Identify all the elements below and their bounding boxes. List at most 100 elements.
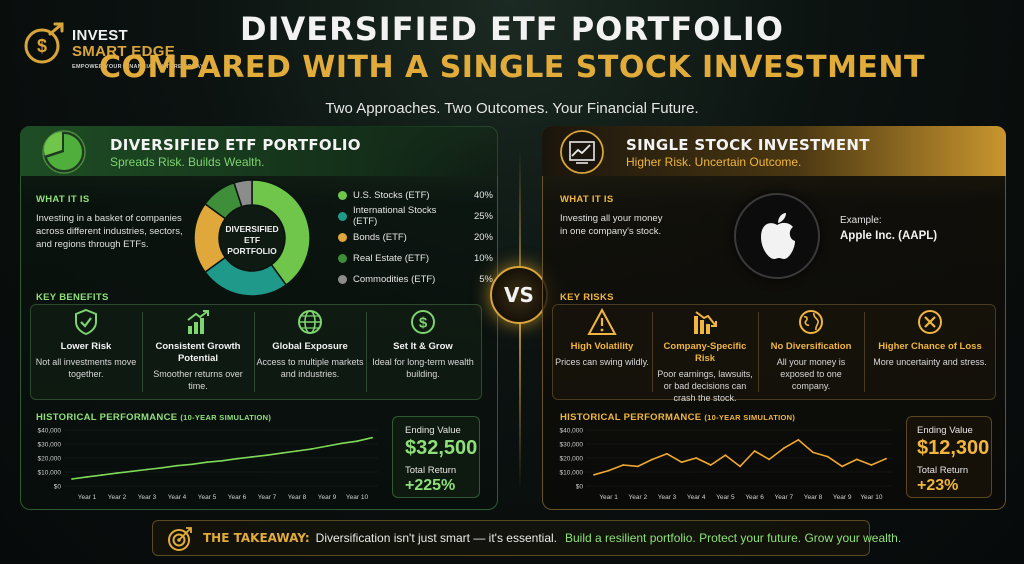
y-tick-label: $30,000 [560, 442, 584, 449]
x-tick-label: Year 4 [168, 494, 187, 501]
benefit-title: Global Exposure [272, 341, 348, 352]
x-tick-label: Year 5 [198, 494, 217, 501]
page-title-line2: COMPARED WITH A SINGLE STOCK INVESTMENT [99, 50, 925, 85]
benefit-title: Set It & Grow [393, 341, 453, 352]
x-tick-label: Year 4 [687, 494, 706, 501]
apple-logo-badge [734, 193, 820, 279]
benefit-title: Lower Risk [60, 341, 112, 352]
data-point [607, 469, 610, 472]
benefit-card-growth: Consistent Growth Potential Smoother ret… [144, 308, 252, 392]
data-point [176, 464, 178, 467]
single-stock-subtitle: Higher Risk. Uncertain Outcome. [626, 155, 802, 169]
risk-body: Poor earnings, lawsuits, or bad decision… [657, 369, 753, 403]
legend-dot-icon [338, 232, 347, 242]
x-tick-label: Year 9 [318, 494, 337, 501]
etf-performance-label: HISTORICAL PERFORMANCE (10-YEAR SIMULATI… [36, 412, 271, 423]
allocation-donut-chart [193, 179, 311, 297]
data-point [71, 478, 73, 480]
data-point [812, 451, 814, 454]
benefit-body: Not all investments move together. [35, 357, 137, 379]
divider [652, 312, 653, 392]
ending-value: $12,300 [917, 437, 990, 459]
data-point [251, 455, 253, 458]
total-return-value: +23% [917, 477, 959, 494]
data-point [870, 464, 873, 466]
brand-name-line1: INVEST [72, 27, 128, 44]
data-point [666, 452, 668, 455]
y-tick-label: $20,000 [560, 456, 584, 463]
globe-icon [799, 310, 823, 334]
data-point [191, 463, 193, 466]
risk-body: All your money is exposed to one company… [776, 357, 846, 391]
x-tick-label: Year 2 [629, 494, 648, 501]
divider [142, 312, 143, 392]
single-performance-chart: $0 $10,000 $20,000 $30,000 $40,000 Year 1 Year… [560, 428, 892, 501]
legend-value: 10% [473, 252, 493, 264]
key-benefits-box [30, 304, 482, 400]
data-point [281, 452, 283, 454]
pie-chart-icon [42, 130, 86, 174]
warning-triangle-icon [587, 307, 617, 335]
risk-card-company: Company-Specific Risk Poor earnings, law… [654, 308, 756, 404]
etf-what-label: WHAT IT IS [36, 194, 90, 205]
takeaway-text: Diversification isn't just smart — it's … [315, 531, 557, 545]
data-point [797, 438, 800, 441]
shield-check-icon [75, 308, 97, 336]
x-tick-label: Year 5 [716, 494, 735, 501]
data-point [221, 459, 223, 462]
allocation-legend: U.S. Stocks (ETF) 40% International Stock… [338, 186, 493, 288]
y-tick-label: $0 [54, 484, 62, 491]
single-what-text: Investing all your money in one company'… [560, 213, 663, 237]
y-tick-label: $10,000 [38, 470, 62, 477]
dollar-coin-icon: $ [411, 310, 435, 334]
legend-value: 40% [473, 189, 493, 201]
etf-performance-chart: $0 $10,000 $20,000 $30,000 $40,000 Year 1 Year… [38, 428, 378, 501]
risk-title: No Diversification [770, 341, 852, 352]
data-point [296, 450, 298, 452]
growth-bars-icon [187, 310, 209, 334]
data-point [86, 476, 88, 478]
example-value: Apple Inc. (AAPL) [840, 230, 938, 242]
perf-label-text: HISTORICAL PERFORMANCE [36, 412, 178, 423]
data-point [651, 458, 654, 461]
data-point [236, 457, 238, 460]
target-icon [168, 527, 192, 551]
legend-label: Real Estate (ETF) [353, 252, 430, 264]
data-point [266, 454, 268, 457]
data-point [724, 454, 727, 457]
globe-icon [298, 310, 322, 334]
single-performance-label: HISTORICAL PERFORMANCE (10-YEAR SIMULATI… [560, 412, 795, 423]
data-point [753, 450, 756, 452]
takeaway-bar: THE TAKEAWAY: Diversification isn't just… [152, 520, 901, 556]
legend-label: U.S. Stocks (ETF) [353, 189, 430, 201]
data-point [326, 445, 328, 447]
risk-card-no-diversification: No Diversification All your money is exp… [760, 308, 862, 392]
brand-tagline: EMPOWER YOUR FINANCIAL FUTURE TODAY [72, 64, 204, 70]
x-tick-label: Year 3 [658, 494, 677, 501]
benefit-card-set-it: $ Set It & Grow Ideal for long-term weal… [368, 308, 478, 380]
vs-badge: VS [490, 266, 548, 324]
data-point [695, 457, 698, 459]
benefit-body: Access to multiple markets and industrie… [256, 357, 364, 379]
benefit-card-global: Global Exposure Access to multiple marke… [256, 308, 364, 380]
ending-value-label: Ending Value [405, 425, 461, 436]
x-tick-label: Year 7 [258, 494, 277, 501]
y-tick-label: $30,000 [38, 442, 62, 449]
total-return-label: Total Return [405, 465, 457, 476]
legend-value: 20% [473, 231, 493, 243]
x-tick-label: Year 2 [108, 494, 127, 501]
etf-panel-header [20, 126, 498, 176]
benefit-card-lower-risk: Lower Risk Not all investments move toge… [32, 308, 140, 380]
x-tick-label: Year 8 [804, 494, 823, 501]
brand-name-line2: SMART EDGE [72, 43, 176, 60]
risk-card-loss: Higher Chance of Loss More uncertainty a… [866, 308, 994, 368]
benefit-body: Ideal for long-term wealth building. [372, 357, 474, 379]
data-point [161, 466, 163, 469]
etf-what-text: Investing in a basket of companies acros… [36, 213, 183, 250]
series-line [593, 439, 887, 476]
data-point [116, 472, 118, 475]
page-subtitle: Two Approaches. Two Outcomes. Your Finan… [325, 100, 699, 117]
legend-label: Bonds (ETF) [353, 231, 407, 243]
divider [864, 312, 865, 392]
perf-label-text: HISTORICAL PERFORMANCE [560, 412, 702, 423]
